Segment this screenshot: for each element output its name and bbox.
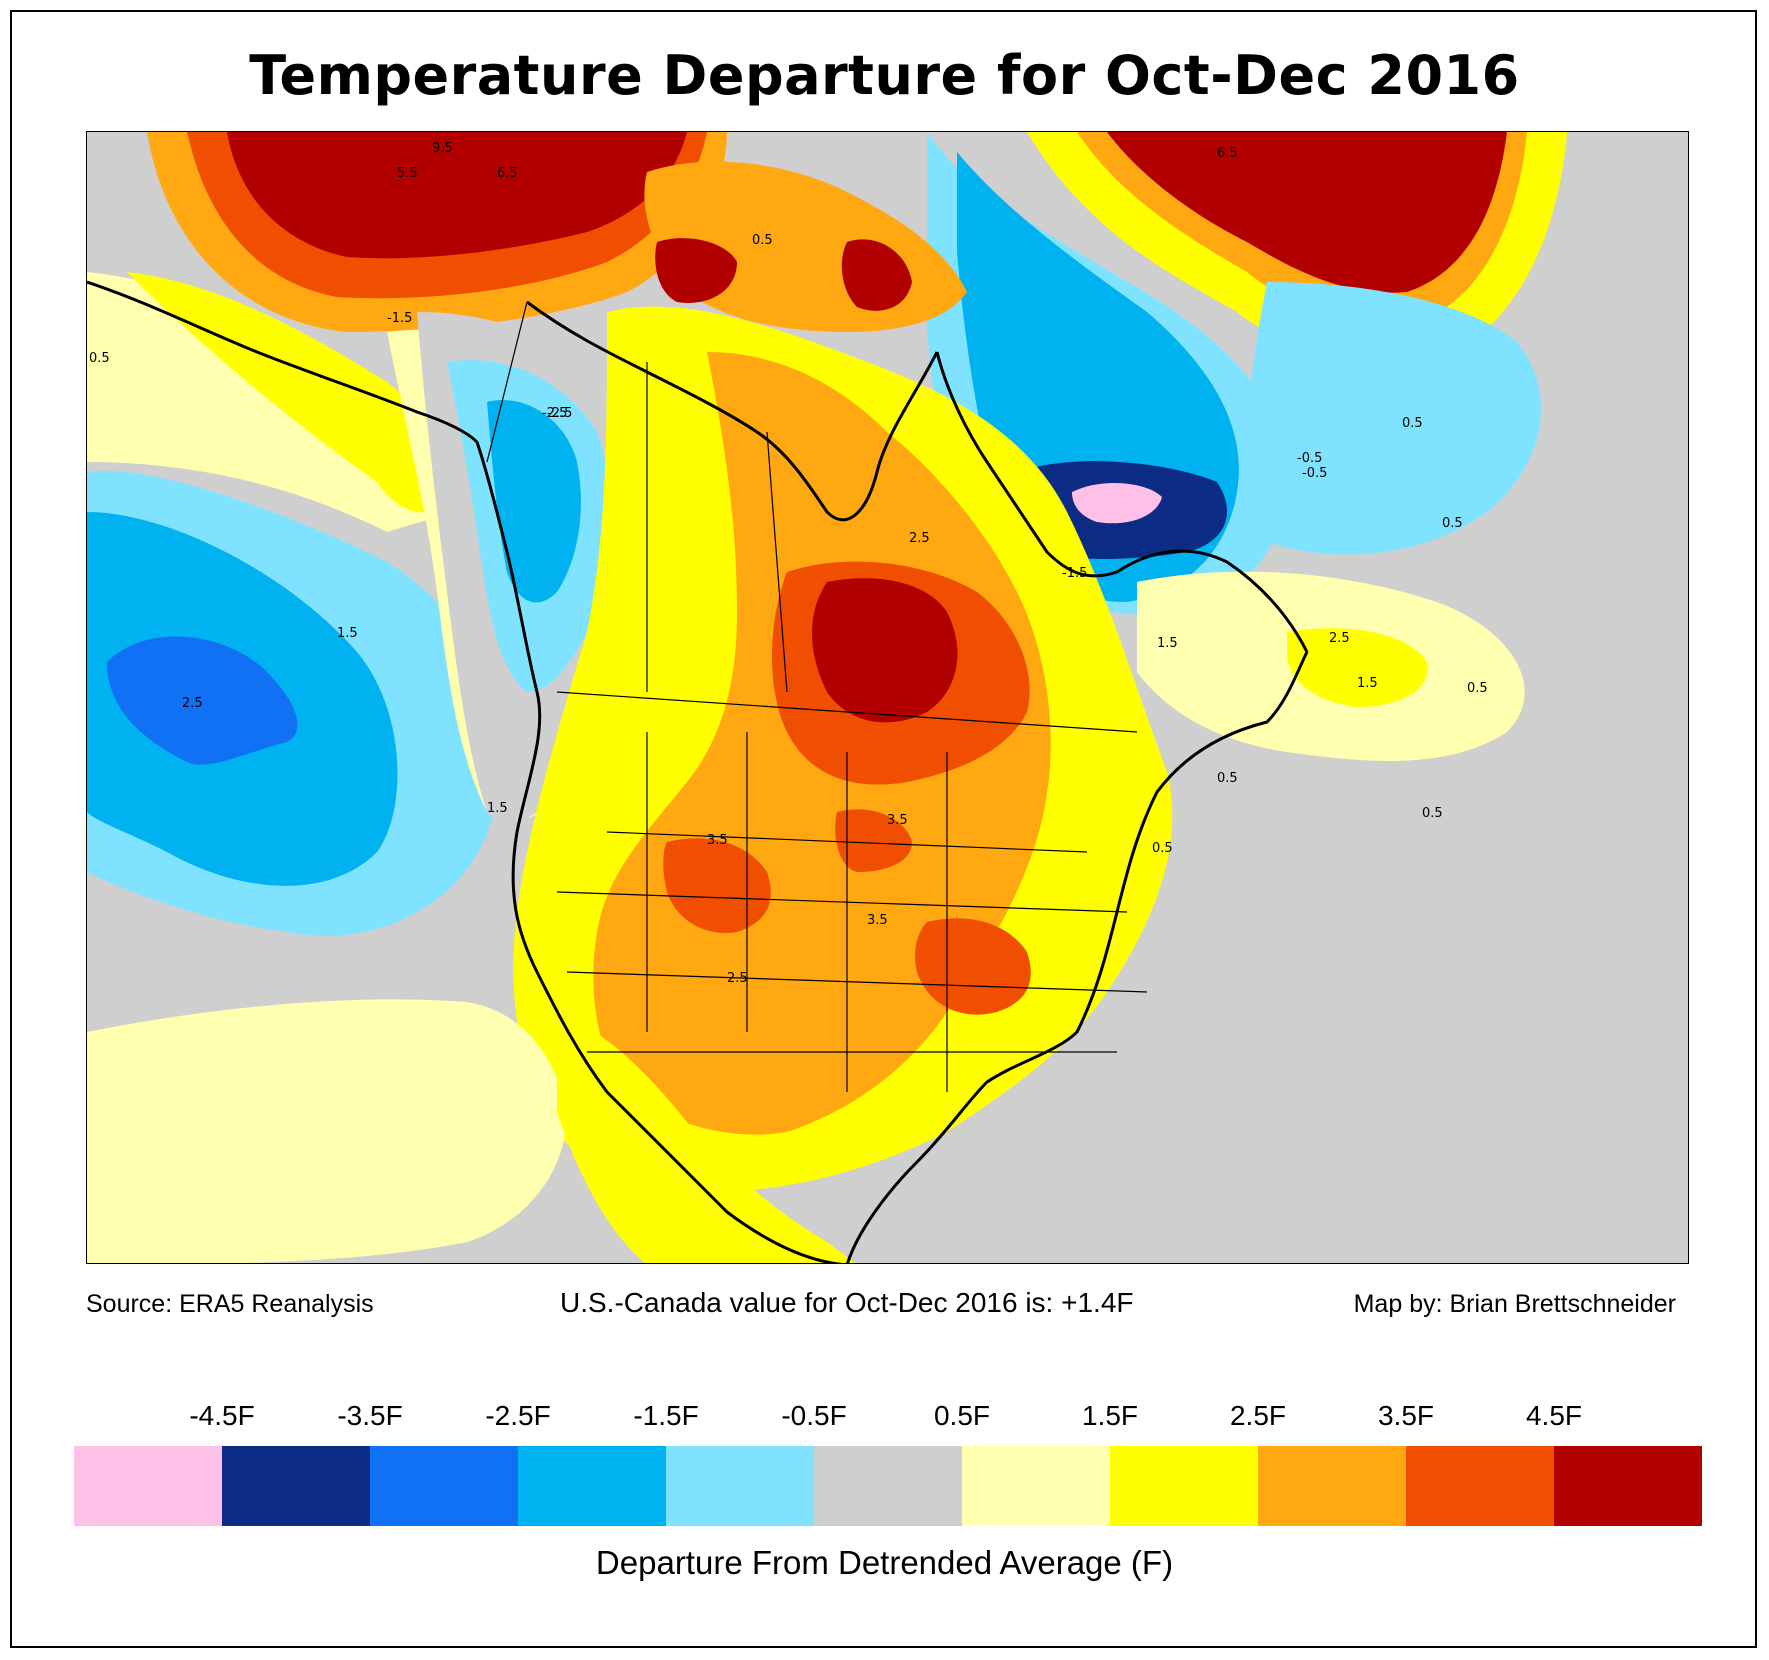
- arctic-islands-red: [655, 238, 737, 303]
- contour-label: 9.5: [432, 141, 453, 156]
- colorbar-segment: [1258, 1446, 1406, 1526]
- colorbar-tick-label: 2.5F: [1229, 1400, 1287, 1431]
- colorbar-tick-label: 3.5F: [1377, 1400, 1435, 1431]
- southwest-pacific-pale: [87, 999, 567, 1263]
- contour-label: 3.5: [887, 813, 908, 828]
- colorbar-tick-label: -3.5F: [337, 1400, 403, 1431]
- pacific-cold-deep: [107, 636, 298, 765]
- contour-label: -0.5: [1297, 451, 1322, 466]
- colorbar-segment: [1110, 1446, 1258, 1526]
- contour-label: 3.5: [867, 913, 888, 928]
- colorbar-tick-label: 4.5F: [1525, 1400, 1583, 1431]
- greenland-hot: [1107, 132, 1507, 293]
- manitoba-hot: [812, 578, 958, 723]
- colorbar-segment: [666, 1446, 814, 1526]
- atlantic-yellow: [1287, 628, 1428, 707]
- colorbar-tick-label: -4.5F: [189, 1400, 255, 1431]
- colorbar-ticks: -4.5F -3.5F -2.5F -1.5F -0.5F 0.5F 1.5F …: [0, 1400, 1769, 1436]
- arctic-west-hot: [227, 132, 687, 259]
- contour-label: 0.5: [752, 233, 773, 248]
- contour-label: 0.5: [1467, 681, 1488, 696]
- contour-label: 1.5: [1157, 636, 1178, 651]
- contour-label: 2.5: [727, 971, 748, 986]
- contour-label: -2.5: [547, 406, 572, 421]
- contour-label: 6.5: [497, 166, 518, 181]
- contour-label: 1.5: [1357, 676, 1378, 691]
- us-canada-value-caption: U.S.-Canada value for Oct-Dec 2016 is: +…: [560, 1287, 1134, 1318]
- colorbar-tick-label: -1.5F: [633, 1400, 699, 1431]
- contour-label: 0.5: [1422, 806, 1443, 821]
- colorbar-tick-label: -2.5F: [485, 1400, 551, 1431]
- colorbar-segment: [1406, 1446, 1554, 1526]
- contour-label: 0.5: [1442, 516, 1463, 531]
- political-borders: [486, 301, 1148, 1092]
- contour-label: -2.5: [542, 406, 567, 421]
- contour-label: 6.5: [1217, 146, 1238, 161]
- contour-label: 0.5: [1217, 771, 1238, 786]
- contour-label: 0.5: [1402, 416, 1423, 431]
- colorbar-segment: [370, 1446, 518, 1526]
- credit-caption: Map by: Brian Brettschneider: [1353, 1290, 1676, 1318]
- source-caption: Source: ERA5 Reanalysis: [86, 1290, 374, 1318]
- colorbar-segment: [74, 1446, 222, 1526]
- map-title: Temperature Departure for Oct-Dec 2016: [249, 44, 1520, 107]
- labrador-sea-cold: [1248, 282, 1541, 555]
- contour-label: 3.5: [707, 833, 728, 848]
- bc-cold-mid: [487, 400, 581, 603]
- contour-label: 0.5: [89, 351, 110, 366]
- map-panel: 9.5 6.5 5.5 6.5 0.5 -1.5 -2.5 2.5 1.5 3.…: [86, 131, 1689, 1264]
- colorbar-tick-label: -0.5F: [781, 1400, 847, 1431]
- quebec-coldest: [1072, 482, 1162, 524]
- temperature-map: 9.5 6.5 5.5 6.5 0.5 -1.5 -2.5 2.5 1.5 3.…: [87, 132, 1688, 1263]
- colorbar: [74, 1446, 1702, 1526]
- contour-labels: 9.5 6.5 5.5 6.5 0.5 -1.5 -2.5 2.5 1.5 3.…: [89, 141, 1488, 986]
- contour-label: -1.5: [387, 311, 412, 326]
- baffin-red: [841, 239, 912, 311]
- contour-label: 5.5: [397, 166, 418, 181]
- colorbar-segment: [222, 1446, 370, 1526]
- contour-label: 2.5: [182, 696, 203, 711]
- contour-label: 2.5: [909, 531, 930, 546]
- contour-label: 0.5: [1152, 841, 1173, 856]
- coastlines: [87, 280, 1309, 1263]
- contour-label: 1.5: [337, 626, 358, 641]
- contour-label: -0.5: [1302, 466, 1327, 481]
- colorado-red: [663, 838, 771, 933]
- contour-label: -1.5: [1062, 566, 1087, 581]
- colorbar-segment: [962, 1446, 1110, 1526]
- colorbar-tick-label: 1.5F: [1081, 1400, 1139, 1431]
- colorbar-segment: [814, 1446, 962, 1526]
- colorbar-label: Departure From Detrended Average (F): [595, 1544, 1174, 1581]
- colorbar-segment: [1554, 1446, 1702, 1526]
- colorbar-tick-label: 0.5F: [933, 1400, 991, 1431]
- contour-label: 2.5: [1329, 631, 1350, 646]
- midwest-red: [835, 809, 912, 872]
- southeast-red: [915, 918, 1031, 1015]
- contour-label: 1.5: [487, 801, 508, 816]
- colorbar-segment: [518, 1446, 666, 1526]
- mexico-yellow: [557, 1012, 855, 1263]
